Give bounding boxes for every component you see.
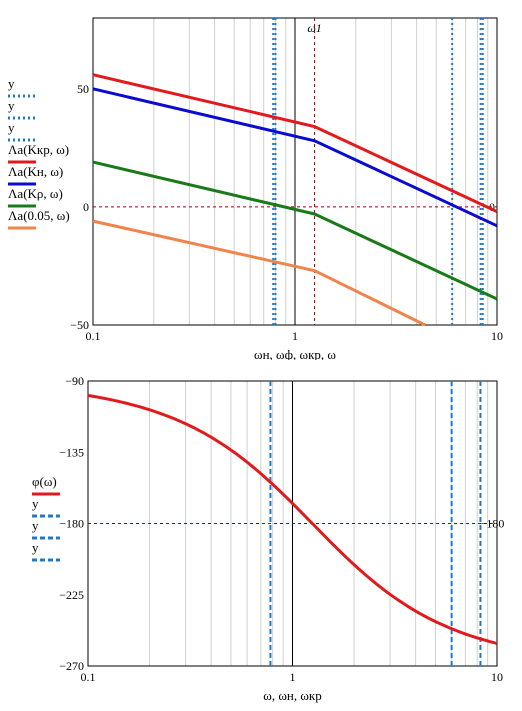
y-tick-label: −135 [59,445,84,459]
y-tick-label: −225 [59,588,84,602]
series-line [92,219,426,327]
x-tick-label: 0.1 [81,670,96,684]
x-tick-label: 1 [292,329,298,343]
legend-label: Λa(Kρ, ω) [8,186,63,201]
legend-label: Λa(Kкр, ω) [8,142,69,157]
omega1-marker-label: ω1 [307,21,321,35]
x-tick-label: 0.1 [86,329,101,343]
legend-label: y [8,98,15,113]
legend-label: y [32,518,39,533]
y-tick-label: 0 [83,200,89,214]
reference-hline-label: 0 [489,200,495,214]
series-line [92,73,498,213]
legend-label: φ(ω) [32,474,57,489]
legend-label: y [8,76,15,91]
y-tick-label: 50 [77,82,89,96]
series-line [92,87,498,228]
legend-label: Λa(Kн, ω) [8,164,63,179]
y-tick-label: −270 [59,659,84,673]
legend-label: Λa(0.05, ω) [8,208,70,223]
x-tick-label: 10 [491,329,503,343]
x-tick-label: 10 [491,670,503,684]
reference-hline-label: −180 [480,517,505,531]
x-tick-label: 1 [290,670,296,684]
series-line [87,394,498,645]
legend-label: y [8,120,15,135]
y-tick-label: −90 [65,374,84,388]
series-line [92,160,498,301]
y-tick-label: −50 [70,318,89,332]
x-axis-label: ω, ωн, ωкр [263,688,321,703]
legend-label: y [32,540,39,555]
legend-label: y [32,496,39,511]
x-axis-label: ωн, ωф, ωкр, ω [254,347,336,360]
y-tick-label: −180 [59,517,84,531]
